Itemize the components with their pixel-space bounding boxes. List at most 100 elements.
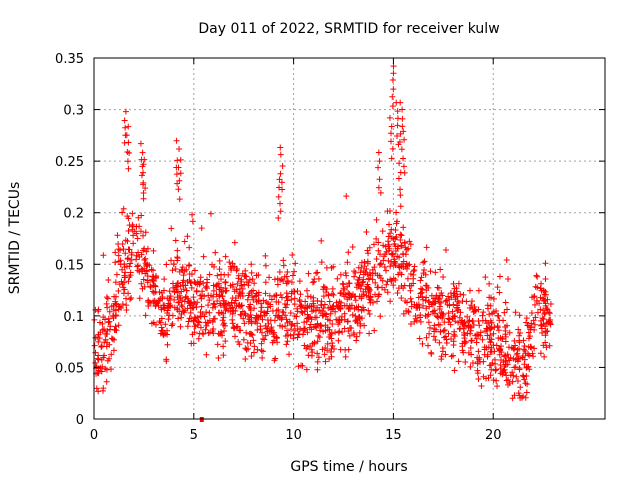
data-point [466,287,473,294]
data-point [336,319,343,326]
data-point [291,301,298,308]
data-point [363,229,370,236]
data-point [504,306,511,313]
data-point [128,295,135,302]
data-point [172,266,179,273]
data-point [375,164,382,171]
data-point [106,318,113,325]
data-point [137,140,144,147]
data-point [478,382,485,389]
data-point [304,315,311,322]
data-point [416,335,423,342]
data-point [390,70,397,77]
data-point [234,323,241,330]
data-point [235,272,242,279]
data-point [467,345,474,352]
data-point [385,233,392,240]
data-point [104,304,111,311]
data-point [115,241,122,248]
data-point [435,314,442,321]
data-point [456,325,463,332]
data-point [142,185,149,192]
data-point [198,303,205,310]
data-point [252,315,259,322]
data-points [91,63,554,422]
data-point [526,352,533,359]
data-point [525,343,532,350]
data-point [100,252,107,259]
data-point [543,344,550,351]
data-point [138,265,145,272]
data-point [450,301,457,308]
data-point [210,300,217,307]
data-point [245,345,252,352]
data-point [141,257,148,264]
data-point [289,251,296,258]
data-point [376,176,383,183]
data-point [398,146,405,153]
data-point [189,218,196,225]
data-point [531,301,538,308]
data-point [111,293,118,300]
data-point [506,329,513,336]
data-point [281,273,288,280]
data-point [387,298,394,305]
data-point [387,230,394,237]
data-point [514,378,521,385]
data-point [330,291,337,298]
data-point [168,257,175,264]
data-point [390,86,397,93]
data-point [197,274,204,281]
data-point [318,237,325,244]
data-point [366,330,373,337]
data-point [166,295,173,302]
data-point [400,155,407,162]
data-point [342,291,349,298]
data-point [136,253,143,260]
data-point [190,340,197,347]
data-point [392,227,399,234]
data-point [541,310,548,317]
data-point [351,293,358,300]
data-point [450,331,457,338]
data-point [390,262,397,269]
data-point [309,279,316,286]
data-point [386,221,393,228]
data-point [123,295,130,302]
data-point [174,254,181,261]
data-point [428,301,435,308]
data-point [270,337,277,344]
data-point [439,348,446,355]
data-point [115,287,122,294]
data-point [274,313,281,320]
data-point [279,186,286,193]
data-point [503,357,510,364]
data-point [433,313,440,320]
data-point [437,321,444,328]
data-point [140,195,147,202]
data-point [114,232,121,239]
data-point [103,300,110,307]
data-point [434,284,441,291]
data-point [456,314,463,321]
data-point [112,279,119,286]
data-point [100,387,107,394]
data-point [315,332,322,339]
data-point [192,323,199,330]
data-point [385,243,392,250]
data-point [107,323,114,330]
data-point [234,280,241,287]
data-point [241,310,248,317]
data-point [399,115,406,122]
data-point [216,286,223,293]
data-point [538,325,545,332]
data-point [324,340,331,347]
data-point [258,347,265,354]
data-point [166,288,173,295]
data-point [203,285,210,292]
data-point [341,286,348,293]
data-point [197,309,204,316]
data-point [359,315,366,322]
data-point [284,327,291,334]
data-point [400,128,407,135]
